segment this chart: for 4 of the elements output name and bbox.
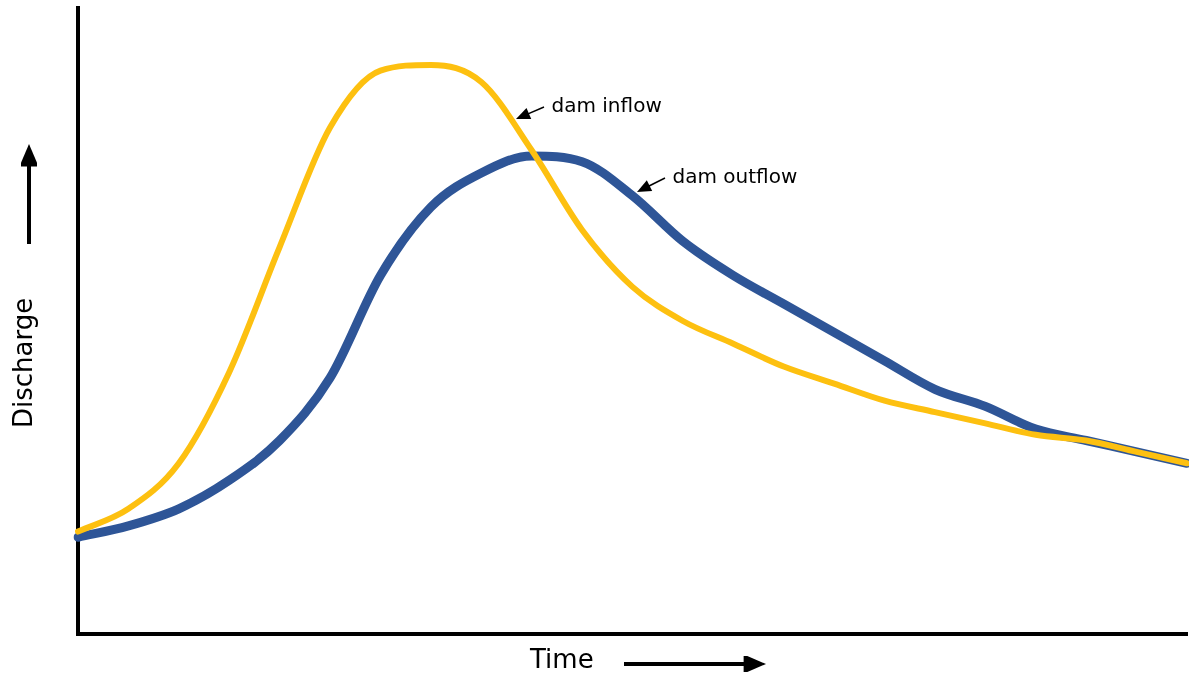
x-axis-title: Time [530, 644, 594, 674]
series-label: dam inflow [551, 93, 662, 118]
series-label: dam outflow [672, 164, 798, 188]
y-axis-title: Discharge [8, 297, 38, 428]
